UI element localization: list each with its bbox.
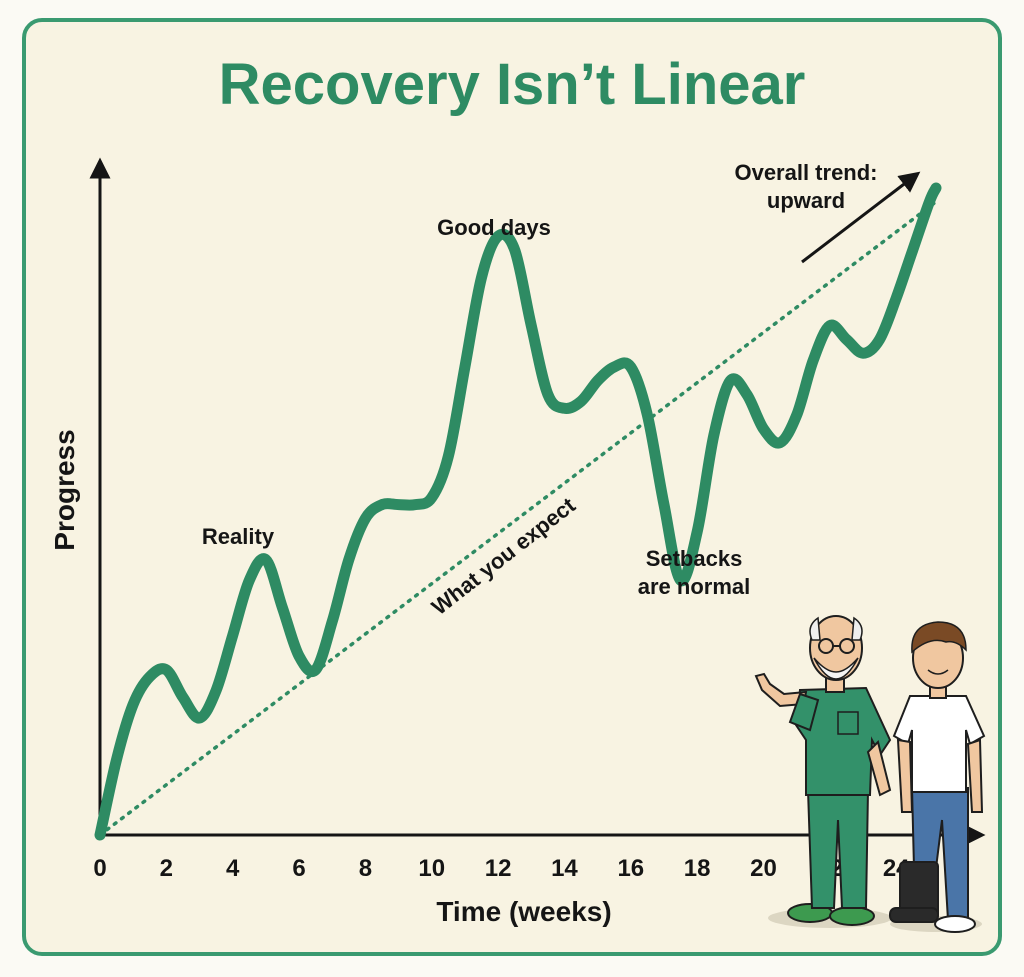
- x-tick-label-12: 12: [485, 855, 512, 882]
- x-tick-label-4: 4: [226, 855, 240, 882]
- x-tick-label-16: 16: [617, 855, 644, 882]
- x-tick-label-6: 6: [292, 855, 305, 882]
- annotation-setbacks-line2: are normal: [638, 574, 751, 599]
- chart-title: Recovery Isn’t Linear: [219, 52, 806, 117]
- x-tick-label-14: 14: [551, 855, 578, 882]
- x-tick-label-10: 10: [418, 855, 445, 882]
- annotation-good-days: Good days: [437, 215, 551, 240]
- y-axis-title: Progress: [49, 429, 80, 550]
- x-tick-label-18: 18: [684, 855, 711, 882]
- series-reality-line: [94, 182, 942, 841]
- x-tick-label-8: 8: [359, 855, 372, 882]
- x-tick-label-20: 20: [750, 855, 777, 882]
- chart-frame: [22, 18, 1002, 956]
- x-tick-label-0: 0: [93, 855, 106, 882]
- annotation-trend-line2: upward: [767, 188, 845, 213]
- trend-arrow: [801, 171, 921, 264]
- x-axis-title: Time (weeks): [436, 896, 611, 927]
- annotation-setbacks-line1: Setbacks: [646, 546, 743, 571]
- series-layer: [94, 182, 942, 841]
- x-tick-label-2: 2: [160, 855, 173, 882]
- annotation-reality: Reality: [202, 524, 275, 549]
- x-tick-labels: 024681012141618202224: [93, 855, 910, 882]
- patient-figure: [889, 621, 986, 933]
- doctor-figure: [754, 615, 892, 928]
- series-expected-line: [98, 200, 938, 837]
- annotation-trend-line1: Overall trend:: [734, 160, 877, 185]
